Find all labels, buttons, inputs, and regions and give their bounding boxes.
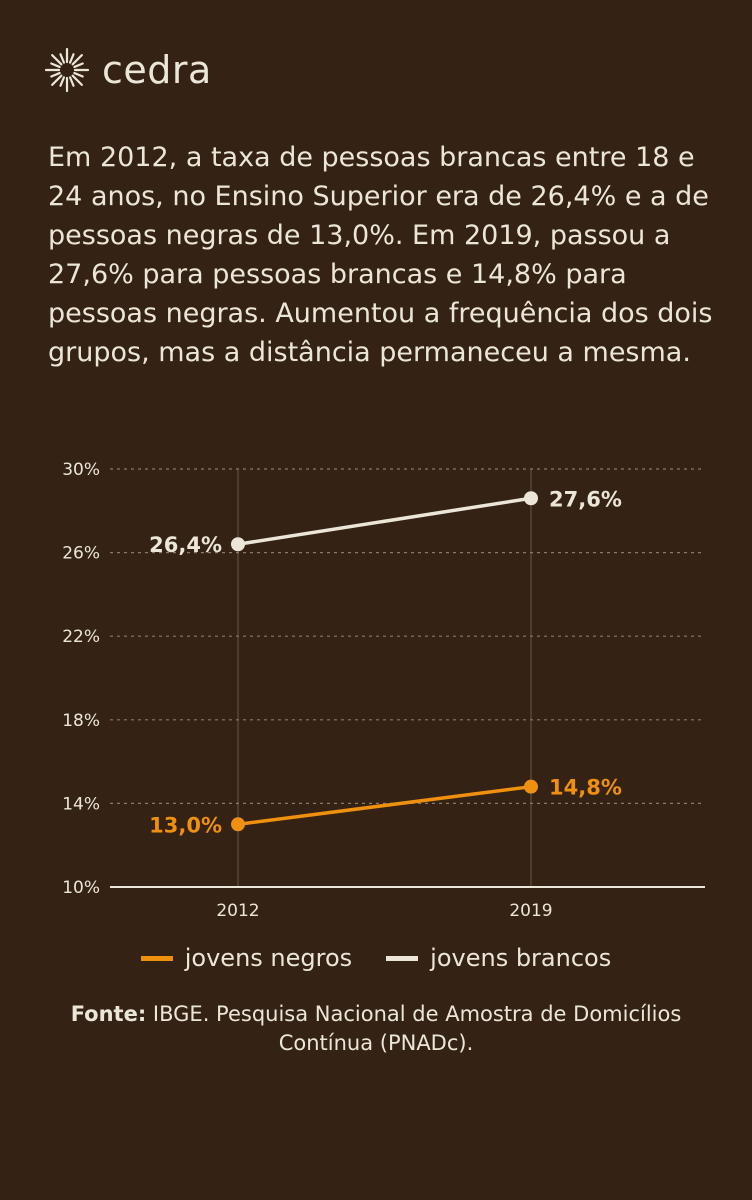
- intro-paragraph: Em 2012, a taxa de pessoas brancas entre…: [48, 142, 713, 368]
- logo-ray: [73, 71, 84, 78]
- source-label: Fonte:: [70, 1002, 147, 1026]
- brand-name: cedra: [102, 48, 212, 92]
- legend-swatch-negros: [140, 955, 173, 961]
- logo-ray: [59, 53, 66, 64]
- data-point: [524, 779, 538, 794]
- legend-swatch-brancos: [386, 955, 419, 961]
- logo-ray: [51, 54, 63, 66]
- series-line: [237, 784, 532, 827]
- data-label: 13,0%: [149, 813, 222, 837]
- logo-ray: [50, 71, 61, 78]
- data-point: [231, 537, 245, 552]
- data-label: 26,4%: [149, 533, 222, 557]
- y-tick-label: 26%: [62, 544, 100, 564]
- logo-ray: [59, 76, 66, 87]
- data-point: [524, 491, 538, 506]
- source-text: IBGE. Pesquisa Nacional de Amostra de Do…: [146, 1002, 682, 1055]
- legend-item-negros: jovens negros: [140, 944, 353, 972]
- x-tick-label: 2012: [216, 901, 259, 921]
- logo-ray: [68, 76, 75, 87]
- legend-label-brancos: jovens brancos: [430, 944, 612, 972]
- y-tick-label: 18%: [62, 711, 100, 731]
- brand-logo: cedra: [44, 44, 212, 96]
- y-tick-label: 10%: [62, 878, 100, 898]
- chart-legend: jovens negros jovens brancos: [0, 944, 752, 972]
- legend-label-negros: jovens negros: [184, 944, 353, 972]
- y-tick-label: 22%: [62, 627, 100, 647]
- source-note: Fonte: IBGE. Pesquisa Nacional de Amostr…: [60, 1000, 692, 1058]
- y-tick-label: 30%: [62, 460, 100, 480]
- logo-ray: [50, 62, 61, 69]
- logo-ray: [68, 53, 75, 64]
- data-label: 27,6%: [549, 487, 622, 511]
- logo-ray: [73, 62, 84, 69]
- sunburst-logo-icon: [44, 47, 90, 93]
- legend-item-brancos: jovens brancos: [386, 944, 611, 972]
- data-point: [231, 817, 245, 832]
- logo-ray: [71, 74, 83, 86]
- logo-ray: [51, 74, 63, 86]
- data-label: 14,8%: [549, 776, 622, 800]
- line-chart: 10% 14% 18% 22% 26% 30% 2012 2019 26,4% 27,6% 13,0…: [62, 460, 705, 921]
- series-line: [237, 496, 532, 546]
- y-tick-label: 14%: [62, 794, 100, 814]
- logo-ray: [71, 54, 83, 66]
- x-tick-label: 2019: [509, 901, 552, 921]
